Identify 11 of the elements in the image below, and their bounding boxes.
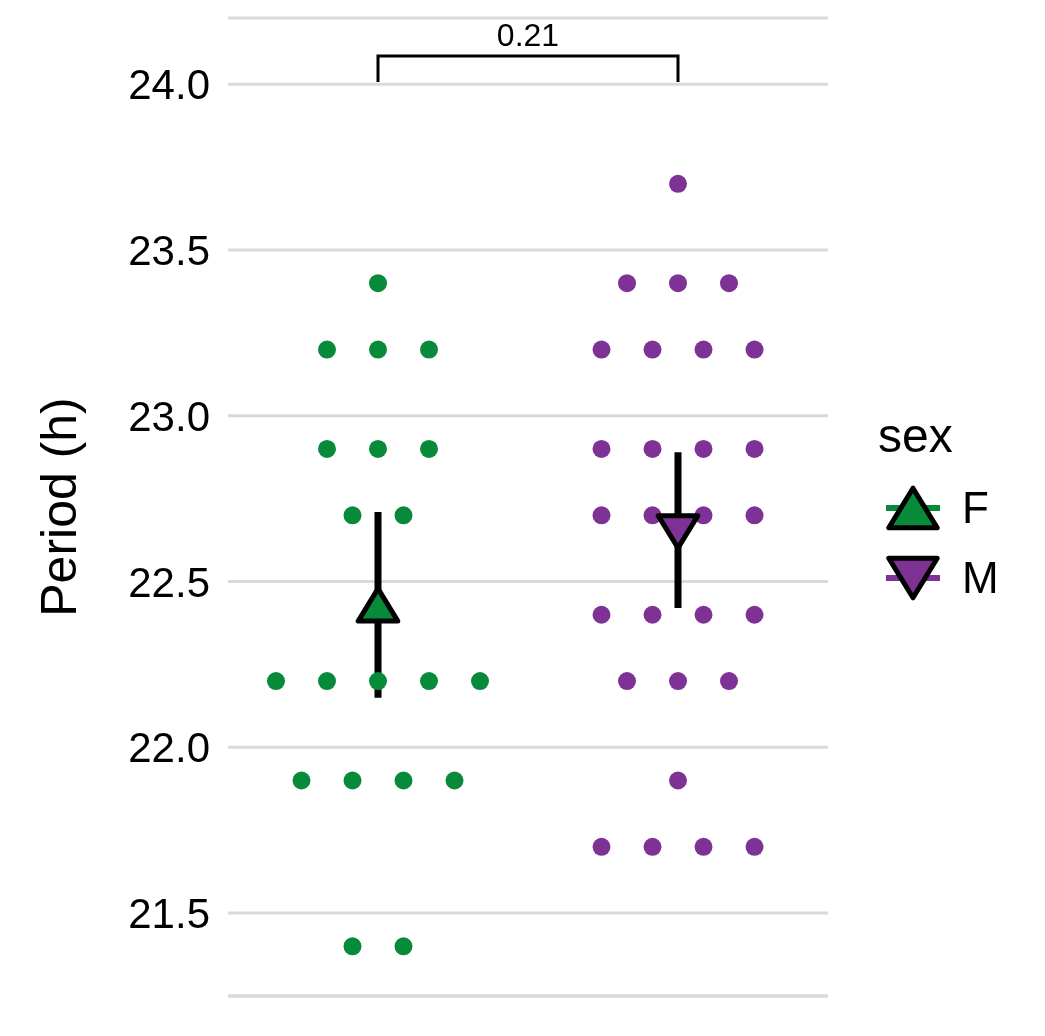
annotation: 0.21 — [496, 17, 560, 53]
y-tick-label: 23.0 — [128, 392, 210, 440]
y-tick-label: 21.5 — [128, 890, 210, 938]
y-axis-title: Period (h) — [30, 397, 87, 617]
legend-title: sex — [878, 408, 954, 463]
y-tick-label: 23.5 — [128, 226, 210, 274]
legend-label: F — [962, 483, 989, 533]
y-tick-label: 22.0 — [128, 724, 210, 772]
y-tick-label: 22.5 — [128, 558, 210, 606]
legend-label: M — [962, 553, 999, 603]
y-tick-label: 24.0 — [128, 61, 210, 109]
